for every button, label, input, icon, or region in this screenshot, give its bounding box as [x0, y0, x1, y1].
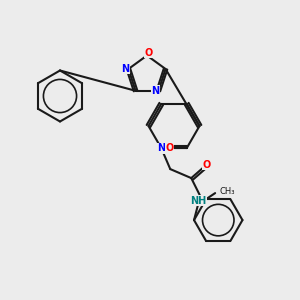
- Text: N: N: [157, 143, 165, 153]
- Text: O: O: [203, 160, 211, 170]
- Text: N: N: [122, 64, 130, 74]
- Text: NH: NH: [190, 196, 207, 206]
- Text: O: O: [166, 143, 174, 153]
- Text: CH₃: CH₃: [220, 187, 235, 196]
- Text: O: O: [144, 47, 153, 58]
- Text: N: N: [152, 86, 160, 96]
